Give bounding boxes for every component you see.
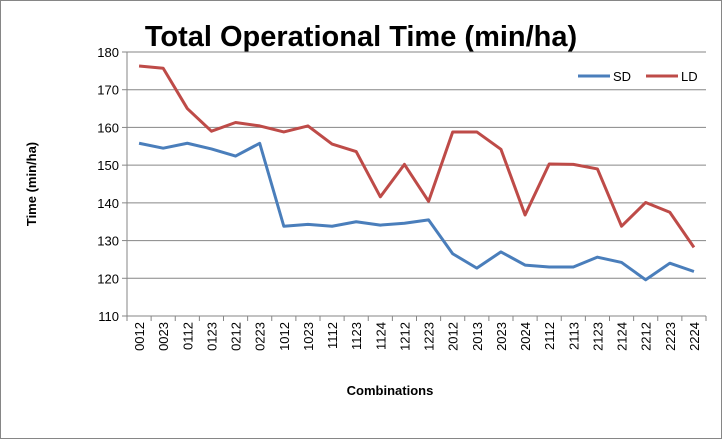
x-tick-label: 0212 — [229, 322, 244, 351]
y-tick-label: 160 — [97, 120, 119, 135]
y-tick-label: 170 — [97, 83, 119, 98]
x-tick-label: 2123 — [590, 322, 605, 351]
x-tick-label: 0223 — [253, 322, 268, 351]
x-tick-label: 1123 — [349, 322, 364, 350]
x-tick-label: 0023 — [156, 322, 171, 351]
x-tick-label: 1212 — [397, 322, 412, 351]
x-tick-label: 1012 — [277, 322, 292, 351]
x-tick-label: 0012 — [132, 322, 147, 351]
x-axis-label: Combinations — [347, 383, 434, 398]
x-tick-label: 2223 — [663, 322, 678, 351]
x-tick-label: 2113 — [566, 322, 581, 350]
y-tick-label: 110 — [98, 309, 119, 324]
x-tick-label: 2224 — [687, 322, 702, 351]
x-tick-label: 1112 — [325, 322, 340, 349]
x-tick-label: 2112 — [542, 322, 557, 350]
chart-title: Total Operational Time (min/ha) — [145, 21, 577, 53]
x-tick-label: 2124 — [615, 322, 630, 351]
x-tick-label: 1023 — [301, 322, 316, 351]
x-tick-label: 2023 — [494, 322, 509, 351]
x-tick-label: 1223 — [422, 322, 437, 351]
y-tick-label: 150 — [97, 158, 119, 173]
series-line — [138, 141, 695, 282]
x-tick-label: 0112 — [180, 322, 195, 350]
y-axis-label: Time (min/ha) — [24, 142, 39, 226]
y-tick-label: 130 — [97, 234, 119, 249]
x-tick-label: 1124 — [373, 322, 388, 350]
x-tick-label: 2024 — [518, 322, 533, 351]
y-tick-label: 140 — [97, 196, 119, 211]
legend-label: SD — [613, 69, 631, 84]
x-tick-label: 2212 — [639, 322, 654, 351]
x-tick-label: 0123 — [204, 322, 219, 351]
x-tick-label: 2013 — [470, 322, 485, 351]
y-tick-label: 120 — [97, 271, 119, 286]
legend-label: LD — [681, 69, 698, 84]
x-tick-label: 2012 — [446, 322, 461, 351]
y-tick-label: 180 — [97, 45, 119, 60]
series-line — [138, 64, 696, 249]
